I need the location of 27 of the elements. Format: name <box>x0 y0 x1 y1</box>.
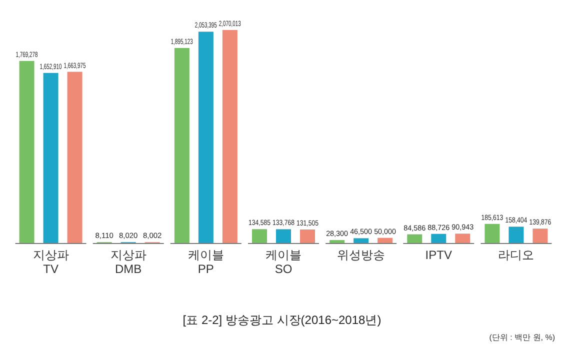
x-tick-label: 라디오 <box>498 248 534 262</box>
text: [표 2-2] 방송광고 시장(2016~2018년) <box>182 313 382 327</box>
bar <box>198 32 214 243</box>
bar <box>43 72 58 243</box>
x-tick-label: 케이블 SO <box>266 248 302 276</box>
bar <box>222 30 238 243</box>
bar <box>455 234 470 243</box>
bar <box>330 240 345 243</box>
bar <box>67 72 82 243</box>
bar <box>19 60 34 243</box>
text: (단위 : 백만 원, %) <box>489 333 556 342</box>
bar <box>508 226 524 243</box>
bar <box>407 234 422 243</box>
bar <box>300 229 315 243</box>
x-tick-label: 케이블 PP <box>188 248 224 276</box>
x-tick-label: IPTV <box>425 248 452 262</box>
bar <box>354 238 369 243</box>
x-tick-label: 지상파 TV <box>32 248 69 276</box>
bar <box>252 229 267 243</box>
x-tick-label: 위성방송 <box>337 248 386 262</box>
bar <box>484 224 500 243</box>
bar <box>431 234 446 243</box>
bar <box>378 238 393 243</box>
bar <box>276 229 291 243</box>
bar <box>174 48 190 243</box>
x-tick-label: 지상파 DMB <box>110 248 146 276</box>
bar <box>532 228 548 243</box>
